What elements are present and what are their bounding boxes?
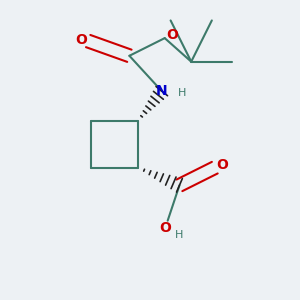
Text: N: N <box>156 84 168 98</box>
Text: O: O <box>216 158 228 172</box>
Text: O: O <box>159 221 171 235</box>
Text: O: O <box>75 33 87 46</box>
Text: H: H <box>175 230 184 240</box>
Text: H: H <box>178 88 187 98</box>
Text: O: O <box>166 28 178 42</box>
